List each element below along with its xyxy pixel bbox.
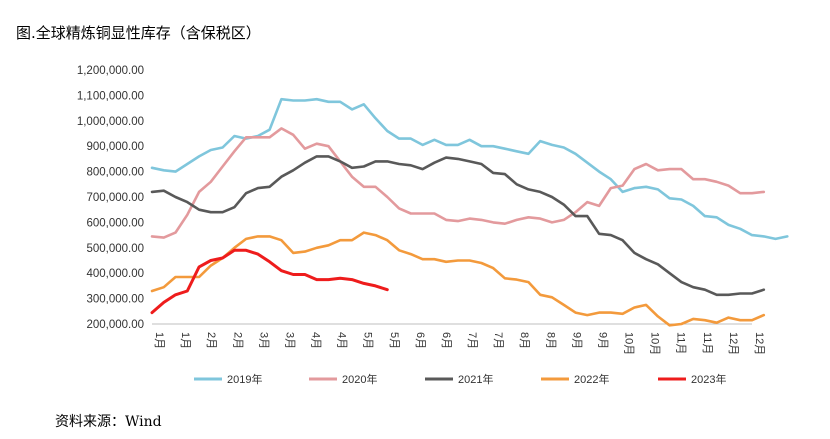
x-tick-label: 5月 — [362, 332, 374, 349]
chart-title: 图.全球精炼铜显性库存（含保税区） — [16, 24, 261, 42]
x-tick-label: 8月 — [544, 332, 556, 349]
x-tick-label: 2月 — [205, 332, 217, 349]
y-tick-label: 500,000.00 — [86, 243, 144, 255]
x-tick-label: 11月 — [701, 332, 713, 354]
y-tick-label: 900,000.00 — [86, 141, 144, 153]
x-tick-label: 10月 — [623, 332, 635, 355]
x-tick-label: 6月 — [440, 332, 452, 349]
x-tick-label: 2月 — [231, 332, 243, 349]
source-note: 资料来源：Wind — [55, 414, 162, 430]
x-tick-label: 1月 — [153, 332, 165, 349]
x-tick-label: 10月 — [649, 332, 661, 355]
y-tick-label: 1,100,000.00 — [77, 90, 144, 102]
x-tick-label: 9月 — [570, 332, 582, 349]
legend-label: 2023年 — [691, 372, 726, 386]
x-tick-label: 6月 — [414, 332, 426, 349]
y-tick-label: 700,000.00 — [86, 192, 144, 204]
x-tick-label: 7月 — [466, 332, 478, 349]
x-tick-label: 12月 — [727, 332, 739, 355]
legend-label: 2020年 — [342, 372, 377, 386]
y-tick-label: 400,000.00 — [86, 268, 144, 280]
x-tick-label: 8月 — [518, 332, 530, 349]
y-tick-label: 1,200,000.00 — [77, 65, 144, 77]
y-tick-label: 300,000.00 — [86, 294, 144, 306]
x-tick-label: 3月 — [283, 332, 295, 349]
x-tick-label: 9月 — [596, 332, 608, 349]
y-axis: 1,200,000.00 1,100,000.00 1,000,000.00 900,… — [77, 65, 144, 331]
series-line-2022年 — [150, 231, 766, 327]
y-tick-label: 200,000.00 — [86, 319, 144, 331]
y-tick-label: 600,000.00 — [86, 217, 144, 229]
x-tick-label: 5月 — [388, 332, 400, 349]
legend-label: 2021年 — [458, 372, 493, 386]
x-tick-label: 7月 — [492, 332, 504, 349]
x-tick-label: 1月 — [179, 332, 191, 349]
legend-label: 2022年 — [574, 372, 609, 386]
x-tick-label: 12月 — [753, 332, 765, 355]
x-tick-label: 3月 — [257, 332, 269, 349]
x-tick-label: 4月 — [310, 332, 322, 349]
legend-label: 2019年 — [227, 372, 262, 386]
series-line-2021年 — [150, 155, 766, 297]
series-line-2020年 — [150, 127, 766, 239]
legend: 2019年 2020年 2021年 2022年 2023年 — [194, 372, 726, 386]
x-axis: 1月 1月 2月 2月 3月 3月 4月 4月 5月 5月 6月 6月 7月 7月 8月 8月 9月 9月 10月 1… — [152, 323, 765, 355]
y-tick-label: 1,000,000.00 — [77, 116, 144, 128]
x-tick-label: 11月 — [675, 332, 687, 354]
x-tick-label: 4月 — [336, 332, 348, 349]
series-line-2023年 — [150, 248, 389, 315]
y-tick-label: 800,000.00 — [86, 167, 144, 179]
series-lines — [150, 97, 789, 327]
